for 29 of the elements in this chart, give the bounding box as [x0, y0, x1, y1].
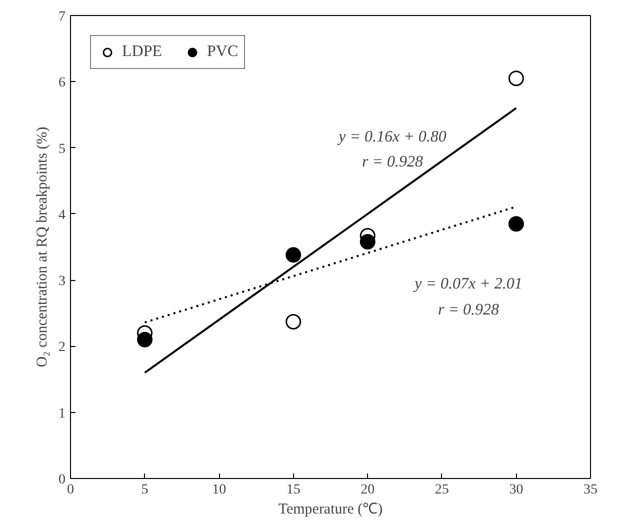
y-tick-label: 4: [58, 208, 66, 223]
y-tick-label: 3: [58, 274, 66, 290]
legend-label: LDPE: [122, 43, 162, 61]
y-tick-label: 7: [58, 10, 66, 24]
point: [137, 332, 153, 348]
y-tick-label: 1: [58, 406, 66, 422]
x-tick-label: 25: [434, 482, 449, 498]
y-tick-label: 0: [58, 472, 66, 488]
point: [286, 247, 302, 263]
x-tick-label: 35: [584, 482, 598, 498]
x-tick-label: 20: [360, 482, 375, 498]
annotation: r = 0.928: [362, 154, 424, 170]
point: [286, 314, 302, 330]
y-tick-label: 2: [58, 340, 66, 356]
point: [508, 70, 524, 86]
x-tick-label: 5: [141, 482, 148, 498]
annotation: y = 0.16x + 0.80: [336, 128, 446, 146]
legend-label: PVC: [207, 43, 238, 61]
x-tick-label: 30: [509, 482, 524, 498]
annotation: r = 0.928: [438, 302, 500, 318]
x-axis-title: Temperature (℃): [278, 502, 383, 518]
annotation: y = 0.07x + 2.01: [412, 276, 522, 292]
point: [508, 216, 524, 232]
y-tick-label: 6: [58, 76, 66, 91]
x-tick-label: 10: [212, 482, 226, 498]
y-tick-label: 5: [58, 142, 66, 157]
point: [360, 234, 376, 250]
y-axis-title: O₂ concentration at RQ breakpoints (%): [34, 126, 50, 368]
x-tick-label: 15: [286, 482, 300, 498]
